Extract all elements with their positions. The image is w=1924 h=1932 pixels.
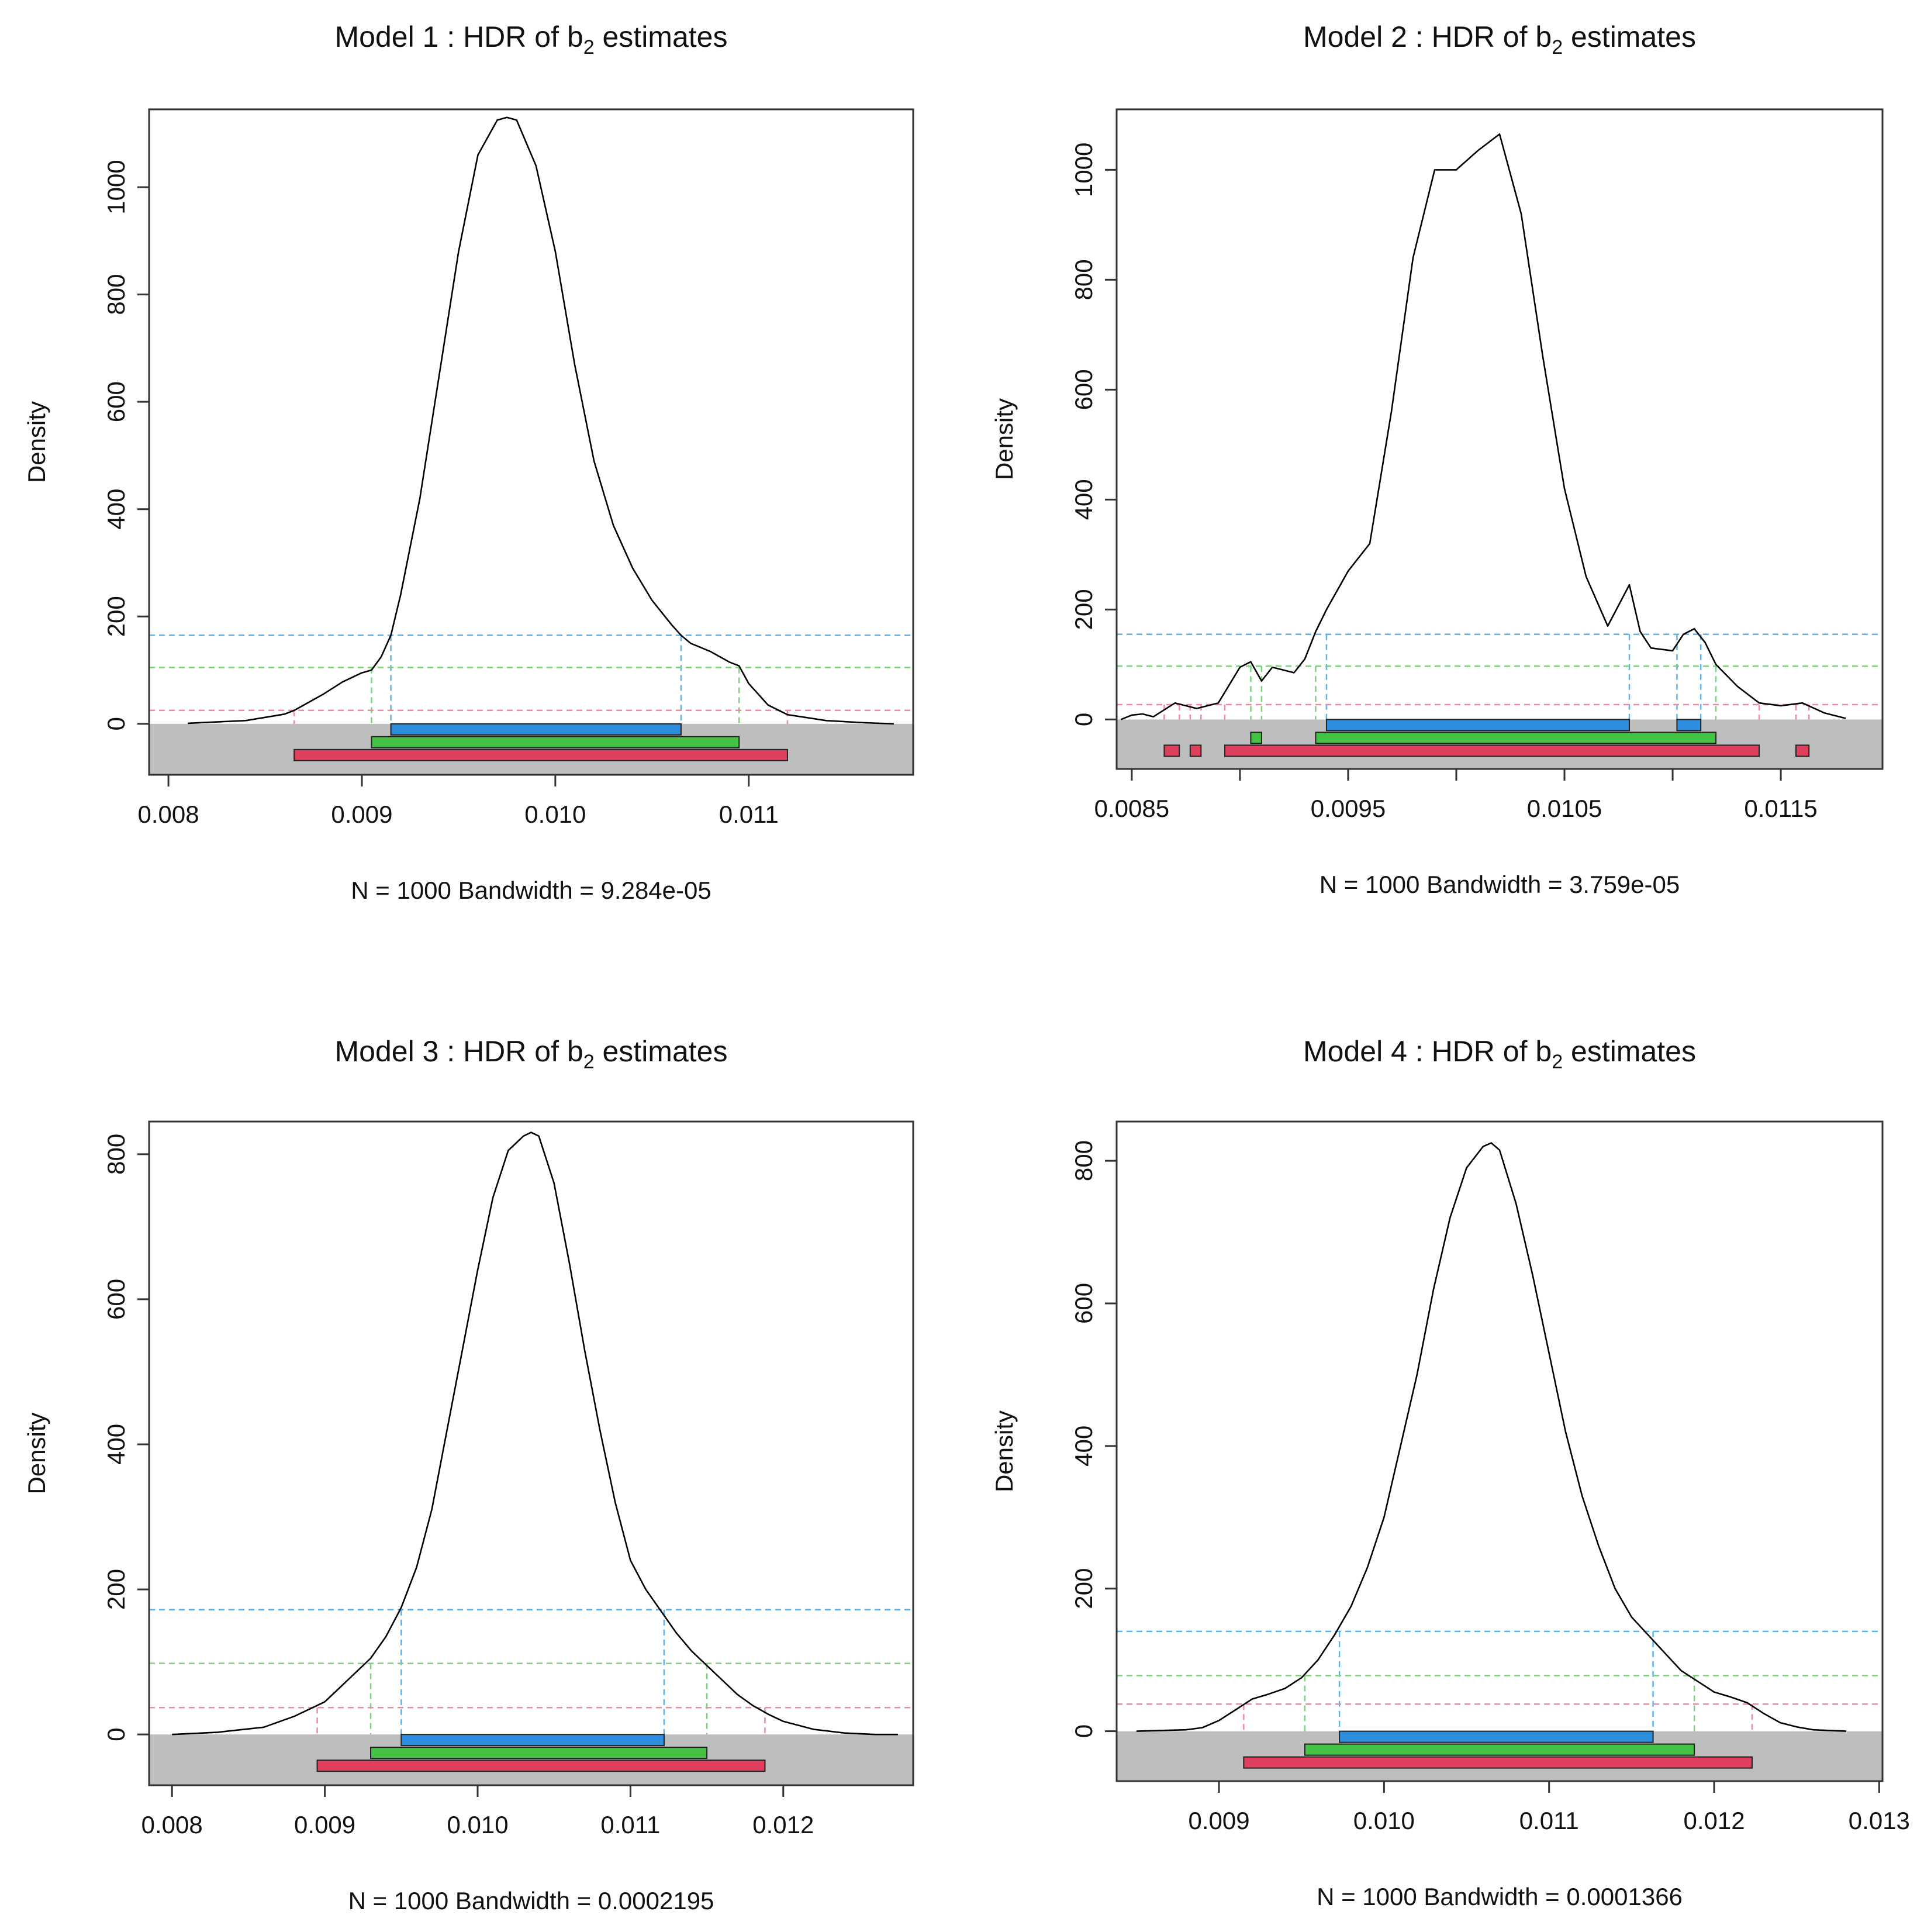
chart-title-subscript: 2 [1552, 36, 1563, 58]
x-tick-label: 0.0095 [1311, 795, 1386, 822]
x-axis-label: N = 1000 Bandwidth = 0.0002195 [348, 1887, 714, 1914]
hdr-bar-50 [1339, 1730, 1654, 1743]
x-tick-label: 0.009 [1188, 1807, 1249, 1834]
y-axis-label: Density [23, 401, 50, 483]
chart-title: Model 2 : HDR of b2 estimates [1303, 20, 1696, 58]
panel-model-1: 0.008 0.009 0.010 0.011 0 200 400 600 800 1000 Den… [23, 20, 914, 904]
y-tick-label: 800 [102, 1134, 130, 1175]
chart-title-suffix: estimates [1563, 20, 1696, 53]
y-tick-label: 400 [1070, 1426, 1097, 1467]
y-tick-label: 200 [1070, 1568, 1097, 1609]
hdr-bar-50 [390, 723, 682, 736]
chart-title-suffix: estimates [595, 20, 728, 53]
hdr-bar-99 [1243, 1756, 1753, 1769]
chart-title-subscript: 2 [1552, 1051, 1563, 1073]
y-axis-label: Density [990, 1410, 1018, 1492]
y-tick-label: 800 [102, 274, 130, 315]
chart-title-suffix: estimates [595, 1035, 728, 1068]
chart-title: Model 3 : HDR of b2 estimates [335, 1035, 728, 1073]
hdr-bar-99 [1224, 744, 1760, 757]
hdr-bar-95 [1304, 1743, 1695, 1756]
y-axis-label: Density [990, 398, 1018, 480]
x-tick-label: 0.011 [600, 1811, 660, 1838]
x-axis-label: N = 1000 Bandwidth = 3.759e-05 [1319, 871, 1680, 898]
chart-title: Model 4 : HDR of b2 estimates [1303, 1035, 1696, 1073]
y-tick-label: 200 [102, 596, 130, 637]
y-tick-label: 0 [102, 1727, 130, 1741]
x-axis-label: N = 1000 Bandwidth = 9.284e-05 [351, 877, 711, 904]
y-tick-label: 400 [102, 1424, 130, 1465]
x-tick-label: 0.0115 [1744, 795, 1817, 822]
hdr-bar-50 [1325, 719, 1631, 732]
x-tick-label: 0.0085 [1094, 795, 1169, 822]
x-tick-label: 0.008 [141, 1811, 203, 1838]
hdr-bar-50 [400, 1734, 665, 1747]
chart-title-main: Model 4 : HDR of b [1303, 1035, 1552, 1068]
x-tick-label: 0.012 [1683, 1807, 1745, 1834]
x-tick-label: 0.010 [1353, 1807, 1415, 1834]
chart-title-subscript: 2 [583, 1051, 595, 1073]
y-tick-label: 600 [102, 1279, 130, 1320]
hdr-bar-99 [1163, 744, 1180, 757]
y-tick-label: 0 [1070, 1724, 1097, 1738]
panel-model-3: 0.008 0.009 0.010 0.011 0.012 0 200 400 600 800 De… [23, 1035, 914, 1914]
hdr-bar-95 [370, 1747, 708, 1760]
x-axis-label: N = 1000 Bandwidth = 0.0001366 [1317, 1883, 1683, 1910]
chart-title-suffix: estimates [1563, 1035, 1696, 1068]
x-tick-label: 0.011 [1519, 1807, 1579, 1834]
y-tick-label: 600 [1070, 1283, 1097, 1324]
y-tick-label: 800 [1070, 259, 1097, 300]
x-tick-label: 0.009 [294, 1811, 355, 1838]
chart-title-subscript: 2 [583, 36, 595, 58]
y-tick-label: 600 [1070, 369, 1097, 410]
y-tick-label: 1000 [1070, 143, 1097, 197]
hdr-bar-95 [1315, 732, 1717, 744]
y-axis-label: Density [23, 1412, 50, 1494]
y-tick-label: 200 [102, 1569, 130, 1610]
x-tick-label: 0.012 [752, 1811, 814, 1838]
x-tick-label: 0.008 [138, 801, 199, 828]
plot-box [148, 108, 914, 776]
x-tick-label: 0.0105 [1527, 795, 1602, 822]
x-tick-label: 0.010 [524, 801, 586, 828]
hdr-bar-50 [1676, 719, 1702, 732]
x-tick-label: 0.009 [331, 801, 392, 828]
y-tick-label: 0 [1070, 713, 1097, 726]
density-curve [172, 1131, 898, 1736]
density-curve [188, 116, 894, 725]
hdr-bar-99 [1189, 744, 1202, 757]
y-tick-label: 200 [1070, 589, 1097, 630]
y-tick-label: 800 [1070, 1140, 1097, 1181]
density-curve [1136, 1142, 1846, 1732]
y-tick-label: 400 [1070, 479, 1097, 520]
density-curve [1120, 133, 1846, 720]
chart-title-main: Model 1 : HDR of b [335, 20, 583, 53]
panel-model-2: 0.0085 0.0095 0.0105 0.0115 0 200 400 600 800 100… [990, 20, 1884, 898]
hdr-bar-99 [1795, 744, 1810, 757]
y-tick-label: 400 [102, 489, 130, 530]
y-tick-label: 0 [102, 717, 130, 730]
hdr-bar-99 [316, 1760, 766, 1772]
hdr-bar-95 [1250, 732, 1262, 744]
x-tick-label: 0.013 [1849, 1807, 1910, 1834]
hdr-bar-99 [293, 748, 788, 761]
hdr-bar-95 [371, 736, 740, 748]
chart-title-main: Model 3 : HDR of b [335, 1035, 583, 1068]
panel-model-4: 0.009 0.010 0.011 0.012 0.013 0 200 400 600 800 De… [990, 1035, 1910, 1910]
chart-title-main: Model 2 : HDR of b [1303, 20, 1552, 53]
plot-box [1115, 1120, 1884, 1782]
x-tick-label: 0.010 [447, 1811, 508, 1838]
y-tick-label: 1000 [102, 160, 130, 214]
y-tick-label: 600 [102, 381, 130, 422]
x-tick-label: 0.011 [719, 801, 779, 828]
chart-title: Model 1 : HDR of b2 estimates [335, 20, 728, 58]
plot-box [148, 1120, 914, 1786]
plot-box [1115, 108, 1884, 770]
